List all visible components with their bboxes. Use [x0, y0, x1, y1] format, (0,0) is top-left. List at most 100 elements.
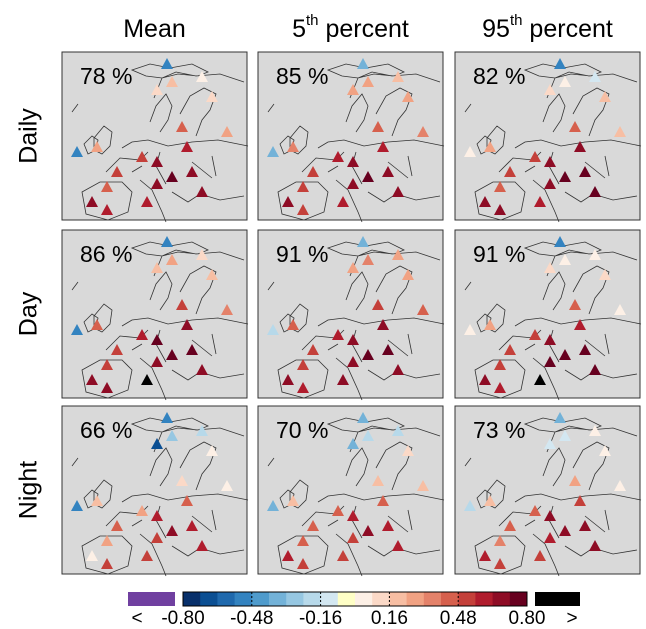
colorbar-tick-label: 0.48: [440, 608, 477, 629]
station-marker: [544, 262, 556, 273]
station-marker: [574, 319, 586, 330]
panel-score: 66 %: [80, 417, 132, 443]
station-marker: [479, 374, 491, 385]
station-marker: [589, 540, 601, 551]
colorbar-bin: [475, 592, 494, 606]
station-marker: [86, 550, 98, 561]
colorbar-bin: [492, 592, 511, 606]
station-marker: [392, 71, 404, 82]
station-marker: [136, 329, 148, 340]
panel-score: 70 %: [276, 417, 328, 443]
map-panel: 86 %: [61, 229, 249, 401]
station-marker: [569, 299, 581, 310]
station-marker: [101, 558, 113, 569]
station-marker: [287, 141, 299, 152]
station-marker: [181, 319, 193, 330]
station-marker: [136, 151, 148, 162]
column-title: 5th percent: [292, 12, 409, 43]
station-marker: [161, 412, 173, 423]
row-title: Night: [15, 461, 43, 519]
station-marker: [151, 178, 163, 189]
station-marker: [589, 364, 601, 375]
station-marker: [166, 525, 178, 536]
station-marker: [392, 364, 404, 375]
station-marker: [332, 151, 344, 162]
station-marker: [307, 520, 319, 531]
station-marker: [559, 430, 571, 441]
station-marker: [377, 495, 389, 506]
station-marker: [347, 510, 359, 521]
over-label: >: [566, 608, 577, 629]
colorbar-bin: [200, 592, 218, 606]
station-marker: [544, 356, 556, 367]
station-marker: [347, 532, 359, 543]
station-marker: [392, 425, 404, 436]
station-marker: [569, 121, 581, 132]
station-marker: [337, 374, 349, 385]
map-background: [61, 405, 248, 575]
station-marker: [382, 344, 394, 355]
colorbar-bin: [509, 592, 528, 606]
map-background: [61, 229, 248, 399]
station-marker: [377, 141, 389, 152]
station-marker: [362, 171, 374, 182]
station-marker: [417, 304, 429, 315]
map-panel: 91 %: [257, 229, 445, 401]
station-marker: [599, 269, 611, 280]
station-marker: [141, 374, 153, 385]
map-panel: 70 %: [257, 405, 445, 577]
station-marker: [559, 254, 571, 265]
station-marker: [196, 186, 208, 197]
station-marker: [544, 156, 556, 167]
station-marker: [554, 58, 566, 69]
station-marker: [529, 505, 541, 516]
station-marker: [161, 236, 173, 247]
station-marker: [176, 475, 188, 486]
station-marker: [347, 84, 359, 95]
station-marker: [494, 204, 506, 215]
station-marker: [166, 76, 178, 87]
station-marker: [151, 84, 163, 95]
station-marker: [71, 500, 83, 511]
station-marker: [484, 495, 496, 506]
map-background: [257, 405, 444, 575]
map-panel: 91 %: [454, 229, 642, 401]
station-marker: [91, 141, 103, 152]
station-marker: [151, 334, 163, 345]
station-marker: [362, 349, 374, 360]
station-marker: [559, 349, 571, 360]
panels: Daily 78 % 85 % 82 % Day 86 % 91 % 91 % Night 66 …: [15, 51, 642, 577]
colorbar-tick-label: -0.48: [230, 608, 273, 629]
station-marker: [101, 181, 113, 192]
station-marker: [181, 495, 193, 506]
station-marker: [151, 532, 163, 543]
station-marker: [614, 126, 626, 137]
station-marker: [372, 121, 384, 132]
station-marker: [574, 495, 586, 506]
station-marker: [392, 249, 404, 260]
row-title: Daily: [15, 108, 43, 164]
station-marker: [569, 475, 581, 486]
station-marker: [287, 319, 299, 330]
station-marker: [221, 126, 233, 137]
station-marker: [91, 319, 103, 330]
colorbar-tick-label: 0.80: [509, 608, 546, 629]
column-title: Mean: [123, 15, 186, 43]
colorbar-bin: [320, 592, 339, 606]
station-marker: [382, 520, 394, 531]
colorbar-bin: [286, 592, 304, 606]
title-sup: th: [510, 12, 523, 29]
map-background: [257, 229, 444, 399]
station-marker: [614, 304, 626, 315]
station-marker: [206, 91, 218, 102]
panel-score: 86 %: [80, 241, 132, 267]
station-marker: [504, 520, 516, 531]
station-marker: [221, 304, 233, 315]
station-marker: [196, 425, 208, 436]
station-marker: [357, 58, 369, 69]
station-marker: [402, 269, 414, 280]
station-marker: [494, 558, 506, 569]
station-marker: [166, 430, 178, 441]
station-marker: [166, 254, 178, 265]
station-marker: [534, 196, 546, 207]
